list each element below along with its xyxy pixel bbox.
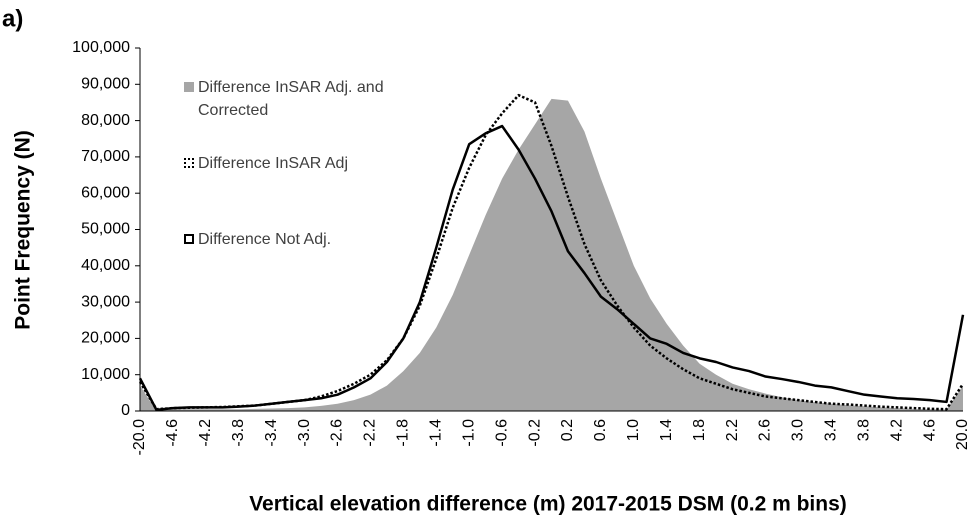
area (140, 98, 963, 411)
x-tick-label: 1.4 (658, 419, 675, 441)
x-tick-label: 1.8 (691, 419, 708, 441)
x-tick-label: -1.0 (460, 419, 477, 447)
legend-entry: Difference InSAR Adj (184, 152, 448, 175)
x-tick-label: 3.4 (823, 419, 840, 441)
x-tick-label: -2.6 (329, 419, 346, 447)
x-tick-label: -3.0 (296, 419, 313, 447)
y-tick-label: 50,000 (81, 221, 130, 238)
x-tick-label: 4.2 (888, 419, 905, 441)
y-tick-label: 70,000 (81, 148, 130, 165)
x-tick-label: 4.6 (921, 419, 938, 441)
x-tick-label: 0.6 (592, 419, 609, 441)
legend-label: Difference InSAR Adj (198, 155, 349, 172)
x-tick-label: 20.0 (954, 419, 971, 450)
y-tick-label: 40,000 (81, 257, 130, 274)
line (138, 93, 965, 411)
x-tick-label: -3.4 (263, 419, 280, 447)
x-tick-label: 2.2 (724, 419, 741, 441)
line (138, 124, 965, 412)
x-tick-label: -0.2 (526, 419, 543, 447)
x-tick-label: 2.6 (757, 419, 774, 441)
y-tick-label: 30,000 (81, 293, 130, 310)
y-tick-label: 100,000 (72, 39, 130, 56)
legend-swatch (184, 82, 194, 92)
legend-swatch (184, 158, 194, 168)
y-tick-label: 0 (121, 402, 130, 419)
legend-label: Difference InSAR Adj. and Corrected (198, 79, 384, 119)
x-tick-label: 0.2 (559, 419, 576, 441)
x-tick-label: -1.4 (427, 419, 444, 447)
panel-label: a) (2, 5, 23, 32)
x-tick-label: -1.8 (395, 419, 412, 447)
x-tick-label: -4.6 (164, 419, 181, 447)
x-tick-label: -2.2 (362, 419, 379, 447)
legend-entry: Difference Not Adj. (184, 228, 448, 251)
x-tick-label: -0.6 (493, 419, 510, 447)
x-tick-label: -20.0 (131, 419, 148, 456)
legend-entry: Difference InSAR Adj. and Corrected (184, 76, 448, 122)
x-tick-label: -4.2 (197, 419, 214, 447)
x-tick-label: 3.0 (790, 419, 807, 441)
y-tick-label: 10,000 (81, 366, 130, 383)
x-axis-title: Vertical elevation difference (m) 2017-2… (249, 493, 847, 516)
y-tick-label: 20,000 (81, 330, 130, 347)
x-tick-label: 1.0 (625, 419, 642, 441)
y-axis-title: Point Frequency (N) (12, 130, 35, 330)
x-tick-label: 3.8 (855, 419, 872, 441)
y-tick-label: 80,000 (81, 112, 130, 129)
legend-swatch (184, 234, 194, 244)
x-tick-label: -3.8 (230, 419, 247, 447)
legend-label: Difference Not Adj. (198, 231, 332, 248)
y-tick-label: 60,000 (81, 184, 130, 201)
y-tick-label: 90,000 (81, 76, 130, 93)
